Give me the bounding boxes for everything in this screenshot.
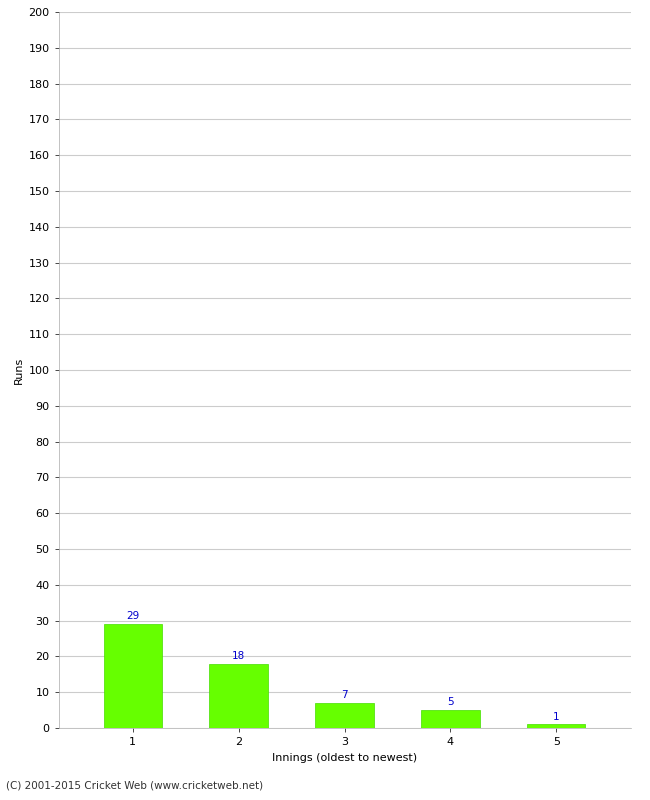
Bar [103,624,162,728]
Bar [209,663,268,728]
X-axis label: Innings (oldest to newest): Innings (oldest to newest) [272,753,417,762]
Text: 18: 18 [232,650,245,661]
Text: (C) 2001-2015 Cricket Web (www.cricketweb.net): (C) 2001-2015 Cricket Web (www.cricketwe… [6,781,264,790]
Text: 5: 5 [447,698,454,707]
Bar [421,710,480,728]
Text: 29: 29 [126,611,139,622]
Text: 7: 7 [341,690,348,700]
Bar [527,725,586,728]
Text: 1: 1 [553,711,560,722]
Y-axis label: Runs: Runs [14,356,24,384]
Bar [315,703,374,728]
